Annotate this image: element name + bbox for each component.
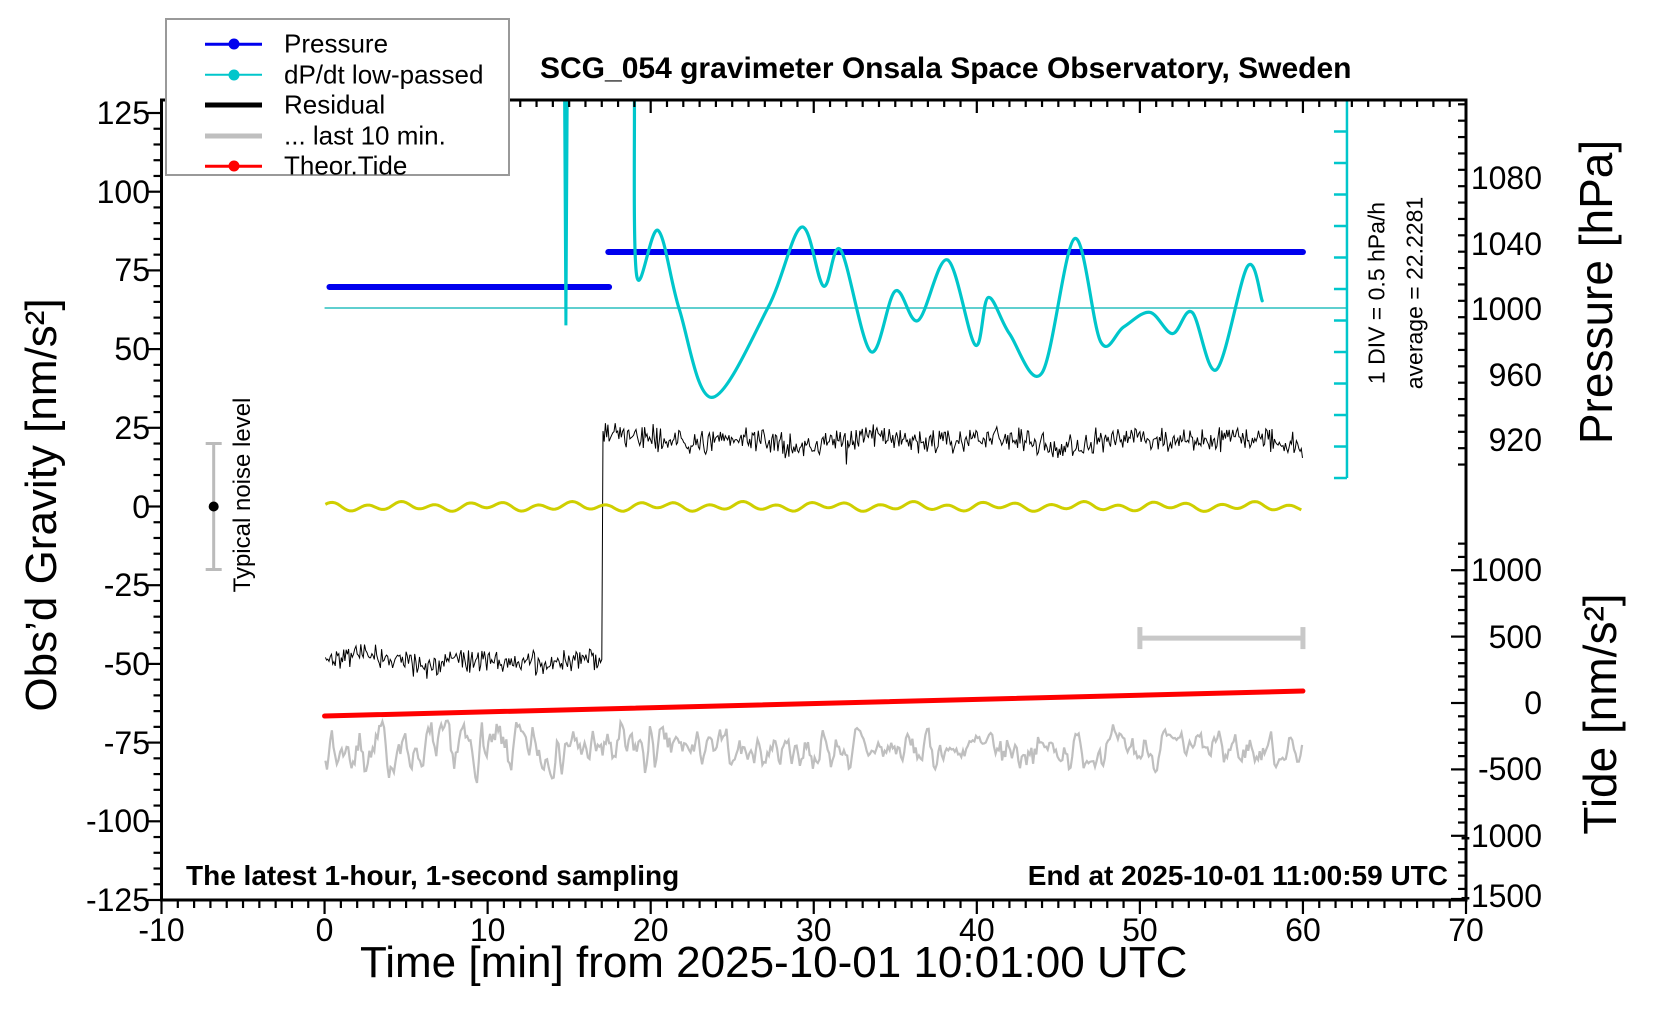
- plot-legend: Pressure dP/dt low-passed Residual... last…: [165, 18, 510, 181]
- legend-item--last-10-min-: ... last 10 min.: [167, 120, 508, 151]
- x-axis-title: Time [min] from 2025-10-01 10:01:00 UTC: [360, 938, 1188, 987]
- noise-level-marker: [205, 442, 222, 571]
- gravity-tick-label: 100: [96, 173, 150, 210]
- x-tick-label: 0: [315, 912, 334, 948]
- tide-tick-label: -1000: [1460, 817, 1542, 854]
- gravity-tick-label: 50: [114, 331, 150, 368]
- legend-item-dp-dt-low-passed: dP/dt low-passed: [167, 59, 508, 90]
- tide-tick-label: -500: [1477, 751, 1542, 788]
- gravity-tick-label: 125: [96, 95, 150, 131]
- x-tick-label: 20: [632, 912, 669, 948]
- gravity-tick-label: 75: [114, 252, 150, 289]
- average-annotation: average = 22.2281: [1401, 196, 1428, 390]
- x-tick-label: -10: [138, 912, 185, 948]
- legend-sample-dot: [228, 38, 239, 50]
- residual-smoothed-series: [324, 499, 1302, 513]
- ten-min-scale-bar: [1137, 627, 1306, 650]
- tide-tick-label: 0: [1524, 685, 1542, 721]
- gravity-tick-label: -25: [103, 567, 150, 604]
- pressure-tick-label: 920: [1488, 422, 1542, 458]
- tide-tick-label: 1000: [1470, 552, 1542, 589]
- sampling-annotation: The latest 1-hour, 1-second sampling: [186, 860, 680, 891]
- div-scale-bar: [1333, 98, 1349, 480]
- pressure-tick-label: 1080: [1470, 160, 1542, 196]
- gravity-tick-label: 0: [132, 488, 150, 525]
- x-tick-label: 70: [1448, 912, 1484, 948]
- residual-series: [324, 423, 1303, 679]
- legend-label: ... last 10 min.: [284, 120, 446, 150]
- chart-title: SCG_054 gravimeter Onsala Space Observat…: [540, 52, 1352, 85]
- pressure-tick-label: 1040: [1470, 225, 1542, 262]
- legend-label: Theor.Tide: [284, 150, 408, 181]
- plot-frame: [147, 98, 1468, 914]
- gravity-tick-label: -75: [103, 724, 150, 761]
- gravity-tick-label: 25: [114, 409, 150, 446]
- gravity-tick-label: -50: [103, 645, 150, 682]
- pressure-tick-label: 960: [1488, 356, 1542, 393]
- legend-sample-dot: [228, 160, 239, 172]
- legend-label: dP/dt low-passed: [284, 59, 484, 89]
- end-time-annotation: End at 2025-10-01 11:00:59 UTC: [1027, 860, 1448, 891]
- gravity-tick-label: -125: [85, 882, 150, 918]
- pressure-tick-label: 1000: [1470, 291, 1542, 327]
- legend-sample-dot: [228, 69, 239, 80]
- last10min-series: [324, 717, 1304, 784]
- plot-area: [205, 100, 1347, 784]
- x-tick-label: 40: [959, 912, 995, 948]
- x-tick-label: 60: [1285, 912, 1321, 948]
- noise-level-annotation: Typical noise level: [229, 397, 256, 593]
- legend-label: Residual: [284, 89, 386, 120]
- div-scale-annotation: 1 DIV = 0.5 hPa/h: [1363, 201, 1390, 385]
- legend-item-residual: Residual: [167, 90, 508, 120]
- dpdt-spike: [563, 100, 569, 326]
- x-tick-label: 50: [1122, 912, 1158, 948]
- x-tick-label: 10: [469, 912, 506, 948]
- tide-axis-title: Tide [nm/s²]: [1574, 593, 1626, 835]
- pressure-axis-title: Pressure [hPa]: [1570, 139, 1622, 445]
- theor-tide-series: [322, 688, 1306, 719]
- legend-label: Pressure: [284, 28, 389, 59]
- legend-item-pressure: Pressure: [167, 29, 508, 59]
- x-tick-label: 30: [795, 912, 832, 948]
- tide-tick-label: 500: [1488, 618, 1542, 655]
- tide-tick-label: -1500: [1460, 878, 1542, 914]
- dpdt-series: [632, 100, 1264, 400]
- gravity-tick-label: -100: [85, 803, 150, 840]
- legend-item-theor-tide: Theor.Tide: [167, 151, 508, 181]
